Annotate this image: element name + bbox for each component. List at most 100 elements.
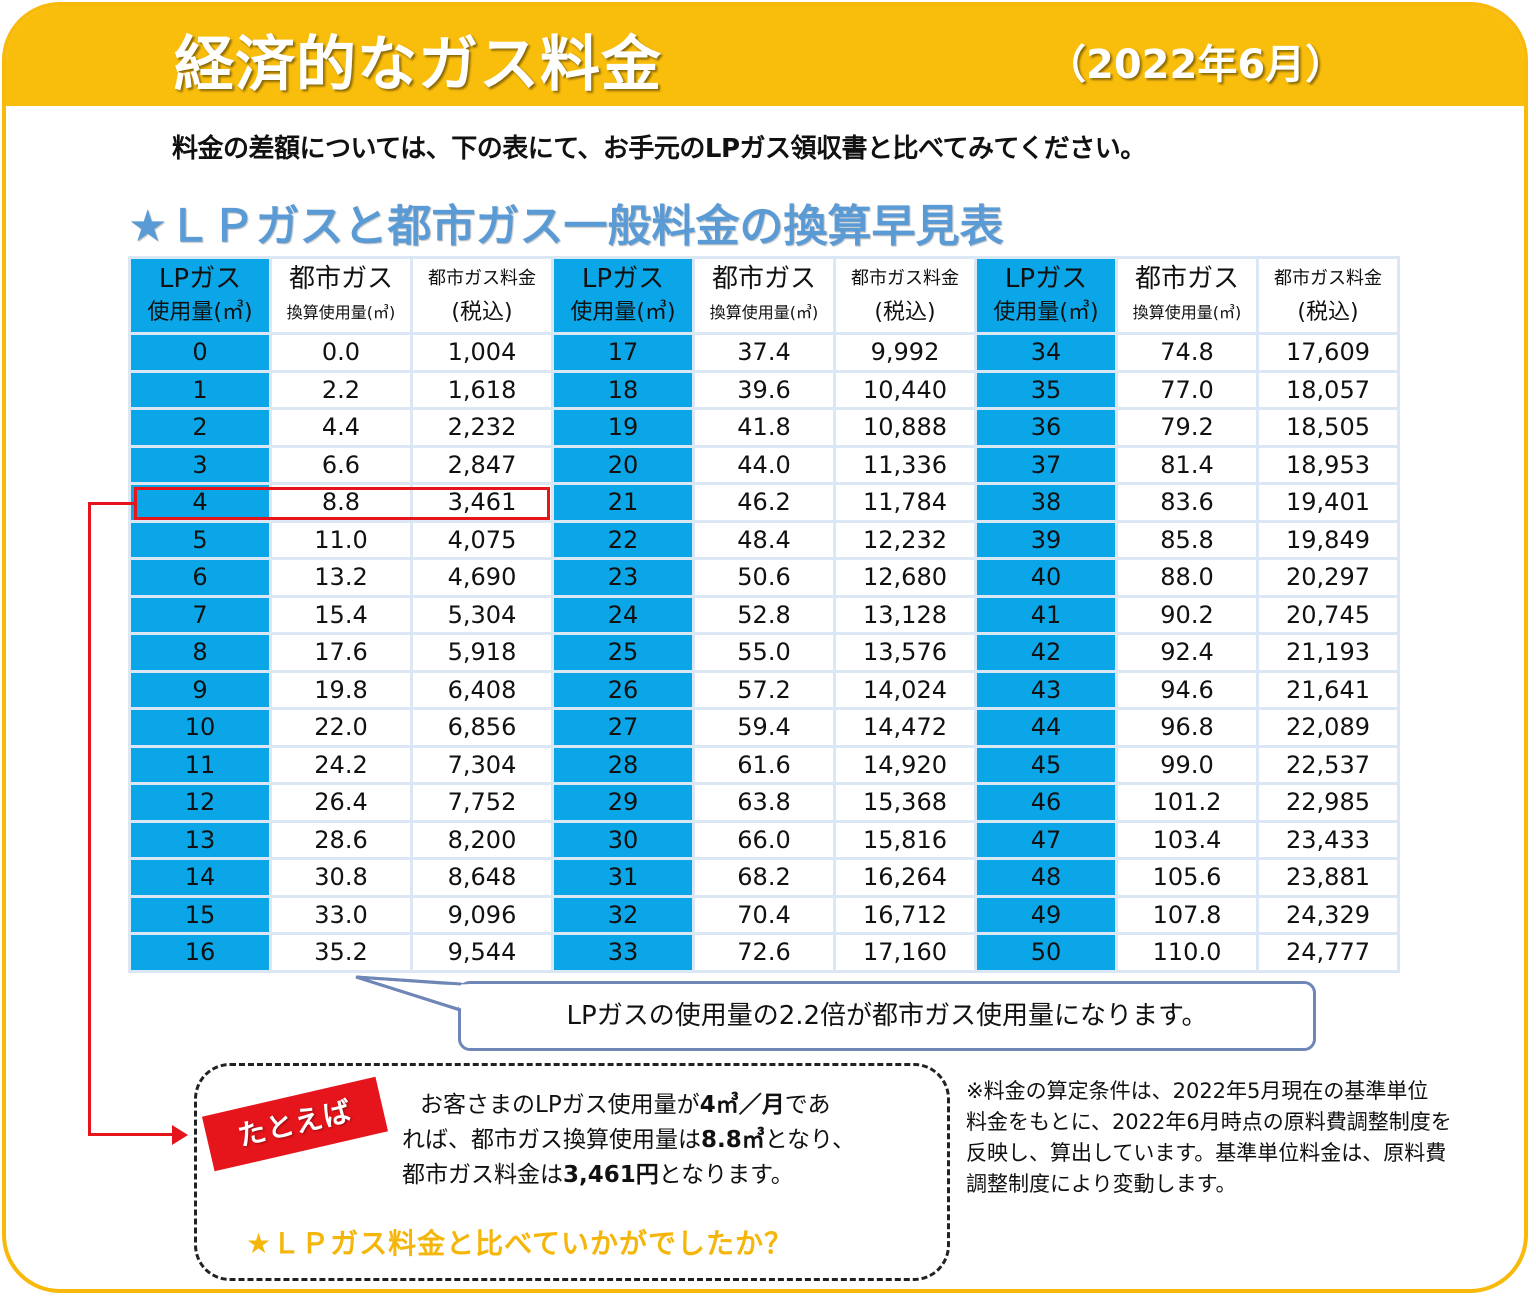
- ratio-callout: LPガスの使用量の2.2倍が都市ガス使用量になります。: [458, 981, 1316, 1051]
- city-fee-cell: 12,232: [833, 519, 977, 560]
- conversion-table: LPガス 使用量(㎥) 都市ガス 換算使用量(㎥) 都市ガス料金 (税込) LPガス使…: [128, 256, 1400, 973]
- city-fee-cell: 18,057: [1256, 369, 1400, 410]
- lp-usage-cell: 48: [974, 857, 1118, 898]
- lp-usage-cell: 10: [128, 707, 272, 748]
- lp-usage-cell: 35: [974, 369, 1118, 410]
- page-title: 経済的なガス料金: [174, 30, 662, 100]
- lp-usage-cell: 1: [128, 369, 272, 410]
- lp-usage-cell: 18: [551, 369, 695, 410]
- city-usage-cell: 88.0: [1115, 557, 1259, 598]
- city-usage-cell: 85.8: [1115, 519, 1259, 560]
- city-fee-cell: 6,408: [410, 669, 554, 710]
- ratio-callout-text: LPガスの使用量の2.2倍が都市ガス使用量になります。: [566, 1001, 1208, 1031]
- lp-usage-cell: 39: [974, 519, 1118, 560]
- table-title: ★ＬＰガスと都市ガス一般料金の換算早見表: [128, 201, 1004, 252]
- table-row: 3 6.6 2,847 20 44.0 11,336 37 81.4 18,953: [128, 444, 1400, 485]
- city-fee-cell: 8,648: [410, 857, 554, 898]
- city-usage-cell: 81.4: [1115, 444, 1259, 485]
- city-usage-cell: 90.2: [1115, 594, 1259, 635]
- lp-usage-cell: 6: [128, 557, 272, 598]
- city-usage-cell: 103.4: [1115, 819, 1259, 860]
- city-usage-cell: 77.0: [1115, 369, 1259, 410]
- city-fee-cell: 13,128: [833, 594, 977, 635]
- city-fee-cell: 12,680: [833, 557, 977, 598]
- city-fee-cell: 16,712: [833, 894, 977, 935]
- header-city-usage: 都市ガス 換算使用量(㎥): [269, 256, 413, 335]
- city-fee-cell: 9,544: [410, 932, 554, 973]
- city-usage-cell: 83.6: [1115, 482, 1259, 523]
- city-usage-cell: 92.4: [1115, 632, 1259, 673]
- city-usage-cell: 55.0: [692, 632, 836, 673]
- city-usage-cell: 50.6: [692, 557, 836, 598]
- city-fee-cell: 7,752: [410, 782, 554, 823]
- lp-usage-cell: 15: [128, 894, 272, 935]
- table-row: 13 28.6 8,200 30 66.0 15,816 47 103.4 23,433: [128, 819, 1400, 860]
- table-row: 16 35.2 9,544 33 72.6 17,160 50 110.0 24,777: [128, 932, 1400, 973]
- city-fee-cell: 9,096: [410, 894, 554, 935]
- city-usage-cell: 46.2: [692, 482, 836, 523]
- city-usage-cell: 39.6: [692, 369, 836, 410]
- table-row: 12 26.4 7,752 29 63.8 15,368 46 101.2 22,985: [128, 782, 1400, 823]
- city-fee-cell: 8,200: [410, 819, 554, 860]
- highlight-row-box: [134, 487, 550, 520]
- city-usage-cell: 33.0: [269, 894, 413, 935]
- table-row: 2 4.4 2,232 19 41.8 10,888 36 79.2 18,505: [128, 407, 1400, 448]
- city-fee-cell: 22,089: [1256, 707, 1400, 748]
- city-fee-cell: 14,472: [833, 707, 977, 748]
- lp-usage-cell: 20: [551, 444, 695, 485]
- header-city-fee: 都市ガス料金 (税込): [410, 256, 554, 335]
- lp-usage-cell: 42: [974, 632, 1118, 673]
- highlight-connector-line: [88, 1133, 174, 1136]
- city-fee-cell: 16,264: [833, 857, 977, 898]
- city-fee-cell: 21,193: [1256, 632, 1400, 673]
- lp-usage-cell: 44: [974, 707, 1118, 748]
- city-usage-cell: 52.8: [692, 594, 836, 635]
- lp-usage-cell: 26: [551, 669, 695, 710]
- city-usage-cell: 17.6: [269, 632, 413, 673]
- city-fee-cell: 4,690: [410, 557, 554, 598]
- city-usage-cell: 44.0: [692, 444, 836, 485]
- lp-usage-cell: 11: [128, 744, 272, 785]
- city-usage-cell: 48.4: [692, 519, 836, 560]
- city-fee-cell: 20,745: [1256, 594, 1400, 635]
- table-row: 1 2.2 1,618 18 39.6 10,440 35 77.0 18,057: [128, 369, 1400, 410]
- lp-usage-cell: 25: [551, 632, 695, 673]
- city-usage-cell: 6.6: [269, 444, 413, 485]
- lp-usage-cell: 17: [551, 332, 695, 373]
- lp-usage-cell: 28: [551, 744, 695, 785]
- city-usage-cell: 30.8: [269, 857, 413, 898]
- lp-usage-cell: 19: [551, 407, 695, 448]
- city-fee-cell: 24,777: [1256, 932, 1400, 973]
- lp-usage-cell: 33: [551, 932, 695, 973]
- lp-usage-cell: 29: [551, 782, 695, 823]
- lp-usage-cell: 24: [551, 594, 695, 635]
- lp-usage-cell: 27: [551, 707, 695, 748]
- city-fee-cell: 14,024: [833, 669, 977, 710]
- header-lp-usage: LPガス 使用量(㎥): [974, 256, 1118, 335]
- table-row: 6 13.2 4,690 23 50.6 12,680 40 88.0 20,297: [128, 557, 1400, 598]
- city-usage-cell: 110.0: [1115, 932, 1259, 973]
- city-fee-cell: 10,888: [833, 407, 977, 448]
- city-usage-cell: 61.6: [692, 744, 836, 785]
- lp-usage-cell: 36: [974, 407, 1118, 448]
- city-fee-cell: 24,329: [1256, 894, 1400, 935]
- table-row: 15 33.0 9,096 32 70.4 16,712 49 107.8 24,329: [128, 894, 1400, 935]
- calculation-note: ※料金の算定条件は、2022年5月現在の基準単位 料金をもとに、2022年6月時…: [966, 1079, 1452, 1196]
- intro-text: 料金の差額については、下の表にて、お手元のLPガス領収書と比べてみてください。: [172, 134, 1146, 164]
- lp-usage-cell: 8: [128, 632, 272, 673]
- lp-usage-cell: 32: [551, 894, 695, 935]
- header-lp-usage: LPガス 使用量(㎥): [551, 256, 695, 335]
- lp-usage-cell: 0: [128, 332, 272, 373]
- lp-usage-cell: 9: [128, 669, 272, 710]
- city-fee-cell: 1,004: [410, 332, 554, 373]
- lp-usage-cell: 47: [974, 819, 1118, 860]
- city-usage-cell: 70.4: [692, 894, 836, 935]
- city-fee-cell: 21,641: [1256, 669, 1400, 710]
- table-row: 14 30.8 8,648 31 68.2 16,264 48 105.6 23,881: [128, 857, 1400, 898]
- city-fee-cell: 23,433: [1256, 819, 1400, 860]
- city-fee-cell: 18,505: [1256, 407, 1400, 448]
- lp-usage-cell: 45: [974, 744, 1118, 785]
- lp-usage-cell: 50: [974, 932, 1118, 973]
- city-fee-cell: 14,920: [833, 744, 977, 785]
- city-fee-cell: 17,160: [833, 932, 977, 973]
